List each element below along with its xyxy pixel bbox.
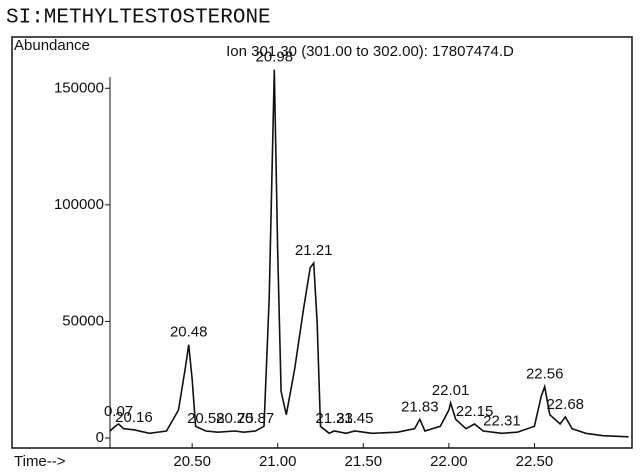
y-tick-label: 100000 xyxy=(54,196,104,213)
peak-label: 22.01 xyxy=(432,382,470,399)
peak-label: 20.98 xyxy=(256,49,294,66)
x-axis-label: Time--> xyxy=(14,453,66,470)
peak-label: 22.56 xyxy=(526,366,564,383)
y-tick-label: 150000 xyxy=(54,79,104,96)
peak-label: 22.15 xyxy=(456,403,494,420)
peak-label: 21.83 xyxy=(401,398,439,415)
peak-label: 20.87 xyxy=(237,410,275,427)
trace xyxy=(109,69,629,438)
peak-label: 20.48 xyxy=(170,324,208,341)
x-tick-label: 21.00 xyxy=(259,453,297,470)
peak-label: 20.75 xyxy=(216,410,254,427)
x-tick-label: 20.50 xyxy=(173,453,211,470)
peak-label: 21.45 xyxy=(336,410,374,427)
peak-label: 22.68 xyxy=(546,396,584,413)
x-tick-label: 22.50 xyxy=(516,453,554,470)
plot-frame xyxy=(11,36,633,449)
y-tick-label: 50000 xyxy=(62,312,104,329)
peak-label: 0.07 xyxy=(104,403,133,420)
peak-label: 20.58 xyxy=(187,410,225,427)
peak-label: 22.31 xyxy=(483,412,521,429)
x-tick-label: 22.00 xyxy=(430,453,468,470)
y-tick-label: 0 xyxy=(96,429,104,446)
peak-label: 20.16 xyxy=(115,409,153,426)
peak-label: 21.33 xyxy=(315,410,353,427)
chart-title: SI:METHYLTESTOSTERONE xyxy=(6,7,271,30)
chart-subtitle: Ion 301.30 (301.00 to 302.00): 17807474.… xyxy=(226,43,514,60)
peak-label: 21.21 xyxy=(295,242,333,259)
x-tick-label: 21.50 xyxy=(345,453,383,470)
y-axis-label: Abundance xyxy=(14,37,90,54)
